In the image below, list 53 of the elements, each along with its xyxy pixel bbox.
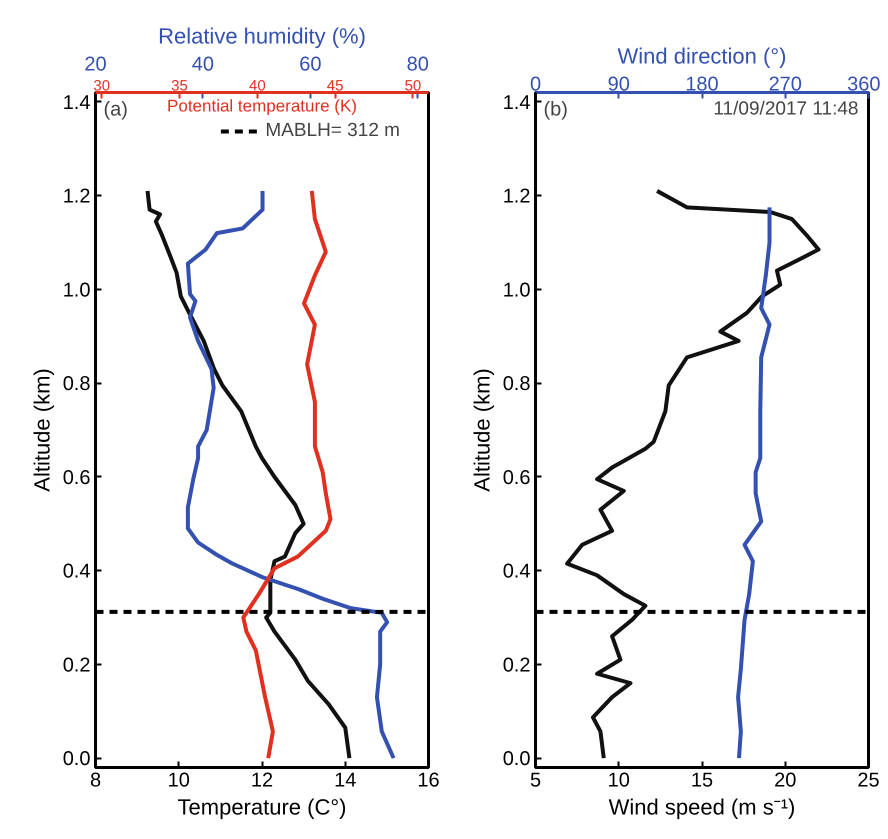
y-tick-label: 0.8 xyxy=(502,373,531,396)
x-tick-label: 50 xyxy=(404,78,422,94)
x2-tick-label: 180 xyxy=(685,74,719,96)
x-tick-label: 5 xyxy=(530,770,542,792)
y-tick-label: 0.6 xyxy=(502,466,531,489)
annotation: 11/09/2017 11:48 xyxy=(713,98,859,120)
x-axis-title: Potential temperature (K) xyxy=(167,96,357,116)
x-tick-label: 20 xyxy=(774,770,796,792)
x-tick-label: 8 xyxy=(90,770,102,792)
y-tick-label: 1.2 xyxy=(62,186,91,208)
y-tick-label: 0.0 xyxy=(502,748,531,770)
y-axis-title: Altitude (km) xyxy=(30,368,55,492)
x-tick-label: 25 xyxy=(857,770,880,792)
y-tick-label: 1.2 xyxy=(502,186,531,208)
x-tick-label: 14 xyxy=(334,770,356,792)
y-tick-label: 0.4 xyxy=(62,560,91,583)
x2-tick-label: 0 xyxy=(530,74,542,96)
y-tick-label: 0.8 xyxy=(62,373,91,396)
line-series xyxy=(146,188,352,760)
x-tick-label: 10 xyxy=(608,770,630,792)
y-tick-label: 0.2 xyxy=(62,654,91,676)
x2-tick-label: 60 xyxy=(299,54,322,76)
x-tick-label: 15 xyxy=(690,770,714,792)
y-tick-label: 1.0 xyxy=(502,279,531,302)
y-tick-label: 0.2 xyxy=(502,654,531,676)
annotation: (a) xyxy=(104,98,128,120)
x-axis-title: Temperature (C°) xyxy=(178,794,346,820)
y-tick-label: 1.4 xyxy=(502,92,531,114)
y-tick-label: 1.4 xyxy=(62,92,91,114)
annotation: (b) xyxy=(544,98,568,120)
y-tick-label: 0.4 xyxy=(502,560,531,583)
y-tick-label: 0.0 xyxy=(62,748,91,770)
x-tick-label: 35 xyxy=(171,78,188,94)
x2-tick-label: 360 xyxy=(847,74,881,96)
x2-tick-label: 270 xyxy=(768,74,802,96)
y-tick-label: 0.6 xyxy=(62,466,91,489)
x2-tick-label: 40 xyxy=(192,54,214,76)
x-tick-label: 40 xyxy=(248,78,266,94)
y-axis-title: Altitude (km) xyxy=(470,368,495,492)
x-axis-title: Wind speed (m s⁻¹) xyxy=(608,794,796,820)
x2-tick-label: 90 xyxy=(608,74,630,96)
x2-tick-label: 20 xyxy=(84,54,107,76)
x-tick-label: 16 xyxy=(417,770,440,792)
x-tick-label: 30 xyxy=(93,78,110,94)
x-tick-label: 12 xyxy=(250,770,274,792)
x2-axis-title: Relative humidity (%) xyxy=(158,24,366,48)
x2-axis-title: Wind direction (°) xyxy=(618,44,786,68)
x2-tick-label: 80 xyxy=(406,54,429,76)
y-tick-label: 1.0 xyxy=(62,279,91,302)
legend-label: MABLH= 312 m xyxy=(265,120,400,142)
x-tick-label: 45 xyxy=(326,78,344,94)
x-tick-label: 10 xyxy=(168,770,190,792)
line-series xyxy=(565,188,821,760)
